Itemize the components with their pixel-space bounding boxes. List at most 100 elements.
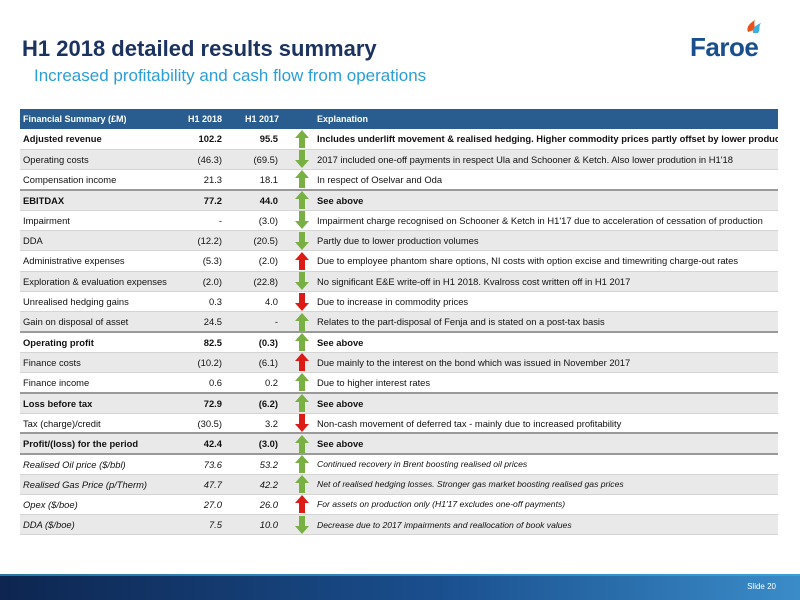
row-arrow bbox=[290, 453, 314, 475]
arrow-down-green-icon bbox=[295, 515, 309, 534]
table-row: Loss before tax 72.9 (6.2) See above bbox=[20, 392, 778, 414]
row-value-h1-2018: 73.6 bbox=[176, 453, 234, 475]
logo-text: Faroe bbox=[690, 32, 759, 62]
table-row: Impairment - (3.0) Impairment charge recogn… bbox=[20, 210, 778, 231]
row-value-h1-2017: (6.1) bbox=[234, 352, 290, 374]
row-arrow bbox=[290, 250, 314, 272]
row-value-h1-2018: 42.4 bbox=[176, 433, 234, 455]
row-arrow bbox=[290, 372, 314, 394]
row-explanation: Due to increase in commodity prices bbox=[314, 291, 778, 313]
row-value-h1-2017: 42.2 bbox=[234, 474, 290, 495]
column-header-label: Financial Summary (£M) bbox=[20, 109, 176, 129]
row-label: Realised Oil price ($/bbl) bbox=[20, 453, 176, 475]
row-value-h1-2017: (3.0) bbox=[234, 210, 290, 231]
row-label: DDA bbox=[20, 230, 176, 252]
row-value-h1-2017: 26.0 bbox=[234, 494, 290, 516]
row-arrow bbox=[290, 494, 314, 516]
row-arrow bbox=[290, 230, 314, 252]
slide-number: Slide 20 bbox=[747, 582, 776, 591]
row-explanation: Decrease due to 2017 impairments and rea… bbox=[314, 514, 778, 536]
row-explanation: 2017 included one-off payments in respec… bbox=[314, 149, 778, 171]
row-arrow bbox=[290, 129, 314, 150]
table-row: Realised Gas Price (p/Therm) 47.7 42.2 Net … bbox=[20, 474, 778, 495]
row-label: EBITDAX bbox=[20, 189, 176, 211]
footer-accent-line bbox=[0, 574, 800, 576]
row-value-h1-2017: (20.5) bbox=[234, 230, 290, 252]
row-arrow bbox=[290, 474, 314, 495]
row-explanation: Continued recovery in Brent boosting rea… bbox=[314, 453, 778, 475]
row-explanation: Includes underlift movement & realised h… bbox=[314, 129, 778, 150]
row-label: Loss before tax bbox=[20, 392, 176, 414]
arrow-up-green-icon bbox=[295, 373, 309, 391]
row-arrow bbox=[290, 210, 314, 231]
table-row: Gain on disposal of asset 24.5- Relates to… bbox=[20, 311, 778, 333]
row-explanation: See above bbox=[314, 189, 778, 211]
arrow-down-green-icon bbox=[295, 231, 309, 250]
row-value-h1-2018: (46.3) bbox=[176, 149, 234, 171]
table-row: EBITDAX 77.2 44.0 See above bbox=[20, 189, 778, 211]
row-value-h1-2017: (3.0) bbox=[234, 433, 290, 455]
row-label: Operating profit bbox=[20, 331, 176, 353]
arrow-up-green-icon bbox=[295, 455, 309, 474]
arrow-down-red-icon bbox=[295, 292, 309, 311]
row-value-h1-2017: (22.8) bbox=[234, 271, 290, 292]
table-row: Compensation income 21.3 18.1 In respect of… bbox=[20, 169, 778, 191]
row-arrow bbox=[290, 413, 314, 435]
arrow-up-red-icon bbox=[295, 495, 309, 514]
row-value-h1-2017: 0.2 bbox=[234, 372, 290, 394]
row-label: Tax (charge)/credit bbox=[20, 413, 176, 435]
table-row: Finance income 0.6 0.2 Due to higher intere… bbox=[20, 372, 778, 394]
page-title: H1 2018 detailed results summary bbox=[22, 36, 377, 61]
row-arrow bbox=[290, 291, 314, 313]
arrow-down-green-icon bbox=[295, 272, 309, 291]
arrow-down-green-icon bbox=[295, 150, 309, 169]
row-value-h1-2018: 7.5 bbox=[176, 514, 234, 536]
arrow-up-green-icon bbox=[295, 312, 309, 330]
row-value-h1-2018: 0.3 bbox=[176, 291, 234, 313]
table-row: Operating costs (46.3) (69.5) 2017 included… bbox=[20, 149, 778, 171]
row-value-h1-2017: 4.0 bbox=[234, 291, 290, 313]
row-explanation: Due to higher interest rates bbox=[314, 372, 778, 394]
row-value-h1-2018: - bbox=[176, 210, 234, 231]
row-arrow bbox=[290, 331, 314, 353]
row-label: Exploration & evaluation expenses bbox=[20, 271, 176, 292]
row-value-h1-2018: (5.3) bbox=[176, 250, 234, 272]
table-row: DDA ($/boe) 7.5 10.0 Decrease due to 2017 i… bbox=[20, 514, 778, 536]
row-explanation: Non-cash movement of deferred tax - main… bbox=[314, 413, 778, 435]
row-arrow bbox=[290, 352, 314, 374]
footer-bar: Slide 20 bbox=[0, 574, 800, 600]
row-value-h1-2017: (2.0) bbox=[234, 250, 290, 272]
row-value-h1-2018: (10.2) bbox=[176, 352, 234, 374]
row-value-h1-2018: 47.7 bbox=[176, 474, 234, 495]
arrow-up-green-icon bbox=[295, 170, 309, 188]
column-header-h1-2018: H1 2018 bbox=[176, 109, 234, 129]
column-header-arrow bbox=[290, 109, 314, 129]
table-row: Operating profit 82.5 (0.3) See above bbox=[20, 331, 778, 353]
row-value-h1-2018: 0.6 bbox=[176, 372, 234, 394]
arrow-up-green-icon bbox=[295, 475, 309, 494]
arrow-up-green-icon bbox=[295, 434, 309, 452]
row-label: Opex ($/boe) bbox=[20, 494, 176, 516]
row-value-h1-2017: (6.2) bbox=[234, 392, 290, 414]
row-value-h1-2017: (0.3) bbox=[234, 331, 290, 353]
row-label: Profit/(loss) for the period bbox=[20, 433, 176, 455]
faroe-logo: Faroe bbox=[690, 18, 770, 68]
row-value-h1-2017: 3.2 bbox=[234, 413, 290, 435]
table-row: Realised Oil price ($/bbl) 73.6 53.2 Contin… bbox=[20, 453, 778, 475]
row-explanation: In respect of Oselvar and Oda bbox=[314, 169, 778, 191]
row-value-h1-2018: 82.5 bbox=[176, 331, 234, 353]
table-row: DDA (12.2) (20.5) Partly due to lower produ… bbox=[20, 230, 778, 252]
row-explanation: No significant E&E write-off in H1 2018.… bbox=[314, 271, 778, 292]
page-subtitle: Increased profitability and cash flow fr… bbox=[34, 66, 427, 85]
arrow-up-green-icon bbox=[295, 191, 309, 210]
row-arrow bbox=[290, 189, 314, 211]
row-explanation: See above bbox=[314, 433, 778, 455]
row-label: Adjusted revenue bbox=[20, 129, 176, 150]
row-value-h1-2018: 72.9 bbox=[176, 392, 234, 414]
column-header-explanation: Explanation bbox=[314, 109, 778, 129]
row-arrow bbox=[290, 392, 314, 414]
row-value-h1-2018: 27.0 bbox=[176, 494, 234, 516]
row-arrow bbox=[290, 433, 314, 455]
row-arrow bbox=[290, 169, 314, 191]
row-explanation: Due to employee phantom share options, N… bbox=[314, 250, 778, 272]
